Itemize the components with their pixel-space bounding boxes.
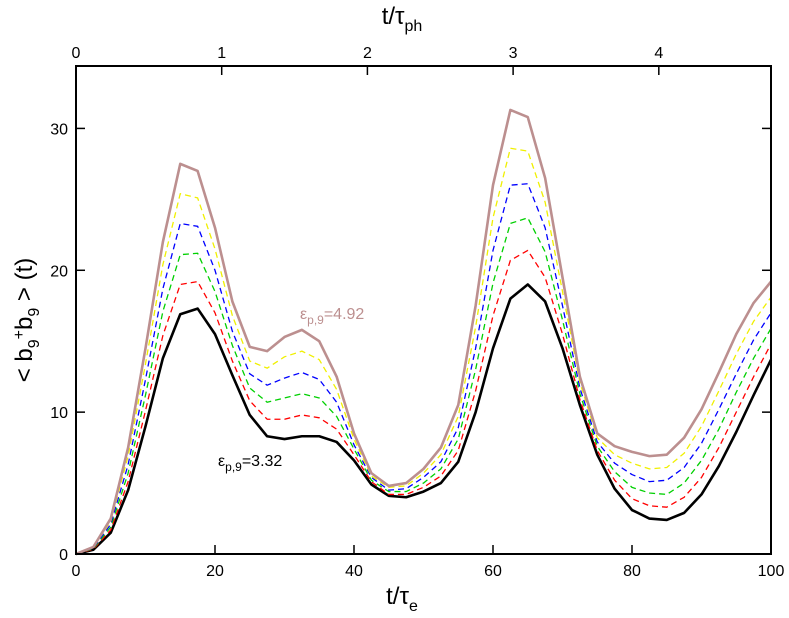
plot-frame — [75, 65, 772, 555]
x-axis-label: t/τe — [386, 583, 418, 615]
annotation-part: =4.92 — [324, 306, 365, 323]
annotation-part: ε — [218, 453, 225, 470]
annotation-part: =3.32 — [242, 453, 283, 470]
x2-tick-label: 2 — [363, 45, 372, 62]
y-axis-label-part: b — [11, 317, 38, 330]
x2-axis-label-part: ph — [405, 18, 423, 35]
annotation-part: p,9 — [225, 460, 242, 474]
series-line — [75, 217, 772, 555]
x-tick-label: 40 — [345, 563, 363, 580]
x2-tick-label: 3 — [509, 45, 518, 62]
x-tick-label: 100 — [758, 563, 785, 580]
y-axis-label-part: < b — [11, 348, 38, 382]
x2-tick-label: 4 — [654, 45, 663, 62]
x2-axis-label-part: t/τ — [382, 3, 405, 30]
x-axis-label-part: t/τ — [386, 583, 409, 610]
y-axis-label-part: + — [11, 330, 28, 339]
y-axis-label-part: 9 — [26, 308, 43, 317]
x-axis-label-part: e — [409, 598, 418, 615]
x2-tick-label: 1 — [217, 45, 226, 62]
annotation-part: ε — [300, 306, 307, 323]
x2-tick-label: 0 — [72, 45, 81, 62]
series-line — [75, 147, 772, 555]
series-line — [75, 249, 772, 555]
y-axis-label-part: > (t) — [11, 258, 38, 308]
y-tick-label: 30 — [50, 121, 68, 138]
annotation: εp,9=4.92 — [300, 306, 364, 327]
annotation: εp,9=3.32 — [218, 453, 282, 474]
x-tick-label: 0 — [72, 563, 81, 580]
x-tick-label: 80 — [623, 563, 641, 580]
x2-axis-label: t/τph — [382, 3, 423, 35]
y-tick-label: 10 — [50, 405, 68, 422]
y-tick-label: 20 — [50, 263, 68, 280]
x-tick-label: 20 — [206, 563, 224, 580]
series-line — [75, 183, 772, 555]
y-axis-label-part: 9 — [26, 339, 43, 348]
annotation-part: p,9 — [307, 313, 324, 327]
x-tick-label: 60 — [484, 563, 502, 580]
y-tick-label: 0 — [59, 547, 68, 564]
series-line — [75, 283, 773, 556]
series-line — [75, 108, 773, 556]
y-axis-label: < b9+b9 > (t) — [11, 258, 43, 383]
